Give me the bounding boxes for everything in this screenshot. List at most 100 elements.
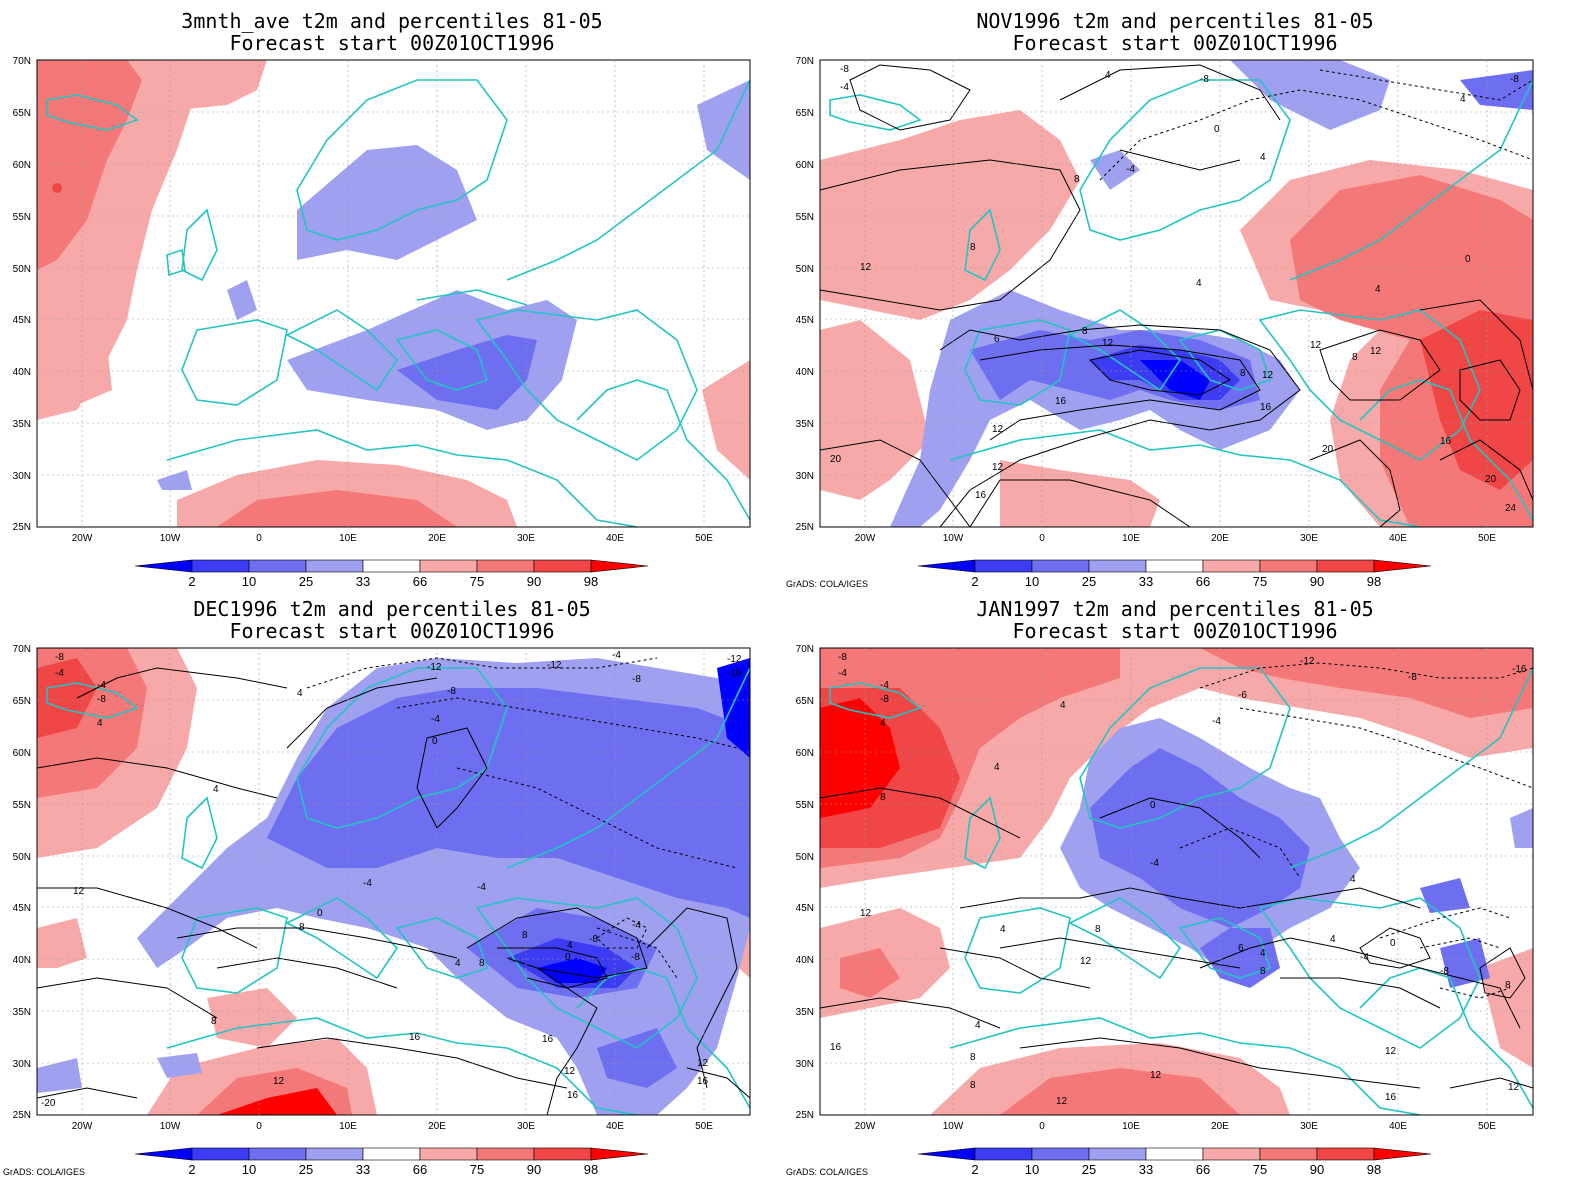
panel-title-line2: Forecast start 00Z01OCT1996 [1012, 31, 1337, 55]
lon-label: 20W [855, 533, 876, 544]
contour-label: -16 [1512, 664, 1527, 675]
contour-label: 0 [317, 908, 323, 919]
contour-label: -8 [55, 652, 64, 663]
lat-label: 55N [13, 800, 31, 811]
lat-label: 50N [796, 852, 814, 863]
contour-labels: -8 -4 -4 -8 4 -12 -12 -8 -4 0 4 -4 -8 -1… [41, 650, 742, 1109]
contour-label: 16 [975, 490, 987, 501]
map-area [36, 59, 751, 528]
contour-label: -8 [589, 934, 598, 945]
contour-label: 12 [1385, 1046, 1397, 1057]
contour-label: 4 [1350, 874, 1356, 885]
contour-label: 12 [860, 908, 872, 919]
colorbar-label: 25 [1082, 574, 1096, 589]
contour-label: 0 [1214, 124, 1220, 135]
colorbar-label: 66 [1196, 574, 1210, 589]
contour-label: -8 [838, 652, 847, 663]
panel-title-line2: Forecast start 00Z01OCT1996 [1012, 619, 1337, 643]
lon-label: 40E [1389, 533, 1407, 544]
contour-label: 6 [1238, 943, 1244, 954]
colorbar-label: 90 [1310, 574, 1324, 589]
lat-label: 30N [13, 471, 31, 482]
lon-label: 10E [1122, 1121, 1140, 1132]
contour-label: 20 [830, 454, 842, 465]
contour-label: -8 [1440, 966, 1449, 977]
contour-label: 4 [213, 784, 219, 795]
contour-label: 0 [1390, 938, 1396, 949]
contour-label: -8 [632, 674, 641, 685]
lon-label: 30E [517, 1121, 535, 1132]
contour-label: 12 [1370, 346, 1382, 357]
contour-label: 4 [567, 940, 573, 951]
longitude-labels: 20W 10W 0 10E 20E 30E 40E 50E [855, 533, 1497, 544]
contour-label: -8 [880, 694, 889, 705]
contour-label: 12 [1310, 340, 1322, 351]
lon-label: 20W [72, 1121, 93, 1132]
contour-label: 12 [564, 1066, 576, 1077]
lon-label: 20E [428, 533, 446, 544]
contour-label: -4 [840, 82, 849, 93]
colorbar: 2 10 25 33 66 75 90 98 [917, 1147, 1432, 1177]
colorbar-label: 75 [470, 574, 484, 589]
contour-label: -12 [427, 662, 442, 673]
lon-label: 0 [1039, 1121, 1045, 1132]
lon-label: 20E [1211, 1121, 1229, 1132]
colorbar-label: 75 [470, 1162, 484, 1177]
contour-label: 16 [1440, 436, 1452, 447]
contour-label: 16 [830, 1042, 842, 1053]
contour-label: 4 [975, 1020, 981, 1031]
contour-label: 12 [1262, 370, 1274, 381]
colorbar-label: 66 [1196, 1162, 1210, 1177]
contour-label: 16 [567, 1090, 579, 1101]
contour-label: 8 [299, 922, 305, 933]
colorbar-label: 98 [1367, 574, 1381, 589]
contour-label: 8 [1260, 966, 1266, 977]
lon-label: 20W [855, 1121, 876, 1132]
contour-label: 12 [1102, 338, 1114, 349]
lat-label: 60N [796, 748, 814, 759]
panel-title-line1: NOV1996 t2m and percentiles 81-05 [976, 9, 1373, 33]
contour-label: 16 [697, 1076, 709, 1087]
lon-label: 20E [428, 1121, 446, 1132]
panel-title-line2: Forecast start 00Z01OCT1996 [229, 31, 554, 55]
lat-label: 65N [796, 696, 814, 707]
contour-label: -4 [55, 668, 64, 679]
lon-label: 50E [695, 1121, 713, 1132]
contour-label: 12 [992, 462, 1004, 473]
contour-label: -4 [1212, 716, 1221, 727]
contour-label: -4 [1150, 858, 1159, 869]
colorbar-label: 33 [1139, 574, 1153, 589]
contour-label: 12 [1150, 1070, 1162, 1081]
colorbar-label: 90 [1310, 1162, 1324, 1177]
contour-label: -4 [97, 680, 106, 691]
contour-label: 0 [565, 952, 571, 963]
lat-label: 45N [796, 315, 814, 326]
map-panel-2: NOV1996 t2m and percentiles 81-05 Foreca… [783, 0, 1581, 598]
contour-label: -8 [631, 952, 640, 963]
contour-label: -4 [838, 668, 847, 679]
contour-label: 6 [994, 334, 1000, 345]
colorbar-label: 75 [1253, 1162, 1267, 1177]
lat-label: 55N [13, 212, 31, 223]
latitude-labels: 70N 65N 60N 55N 50N 45N 40N 35N 30N 25N [13, 56, 31, 533]
contour-label: -4 [431, 714, 440, 725]
lat-label: 45N [13, 903, 31, 914]
lat-label: 35N [13, 419, 31, 430]
longitude-labels: 20W 10W 0 10E 20E 30E 40E 50E [72, 1121, 714, 1132]
lat-label: 60N [13, 160, 31, 171]
longitude-labels: 20W 10W 0 10E 20E 30E 40E 50E [855, 1121, 1497, 1132]
contour-label: -8 [97, 694, 106, 705]
lat-label: 35N [13, 1007, 31, 1018]
map-panel-3: DEC1996 t2m and percentiles 81-05 Foreca… [0, 588, 798, 1186]
colorbar-label: 90 [527, 1162, 541, 1177]
contour-label: 8 [970, 242, 976, 253]
contour-label: 16 [409, 1032, 421, 1043]
colorbar-label: 98 [584, 1162, 598, 1177]
lat-label: 65N [796, 108, 814, 119]
lon-label: 0 [256, 533, 262, 544]
contour-label: 4 [1196, 278, 1202, 289]
lat-label: 50N [13, 264, 31, 275]
contour-label: 4 [455, 958, 461, 969]
contour-label: 4 [1000, 924, 1006, 935]
contour-label: -4 [363, 878, 372, 889]
